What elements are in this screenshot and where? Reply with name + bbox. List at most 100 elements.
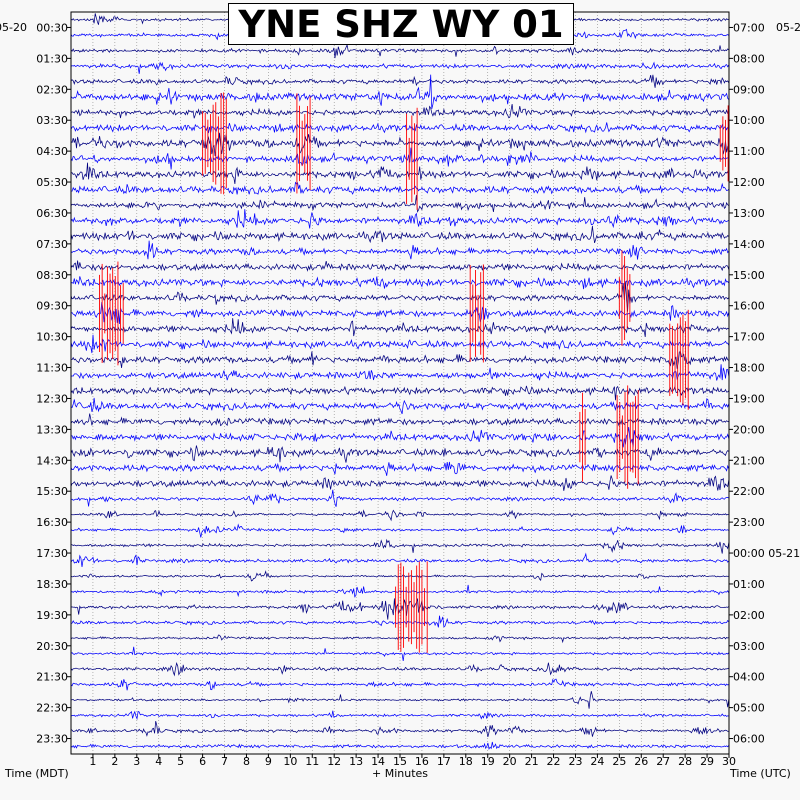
trace-row xyxy=(70,225,730,244)
right-time-label: 15:00 xyxy=(733,269,765,282)
left-time-label: 06:30 xyxy=(36,207,68,220)
trace-row xyxy=(70,61,730,74)
event-highlights xyxy=(99,92,729,653)
trace-row xyxy=(70,318,730,338)
trace-row xyxy=(70,194,730,213)
left-time-label: 20:30 xyxy=(36,640,68,653)
x-tick-label: 27 xyxy=(656,755,670,768)
left-axis-title: Time (MDT) xyxy=(4,767,69,780)
left-time-label: 03:30 xyxy=(36,114,68,127)
trace-row xyxy=(70,240,730,260)
left-time-label: 15:30 xyxy=(36,485,68,498)
x-tick-label: 11 xyxy=(305,755,319,768)
left-time-label: 16:30 xyxy=(36,516,68,529)
x-tick-label: 26 xyxy=(634,755,648,768)
x-tick-label: 24 xyxy=(590,755,604,768)
right-time-label: 23:00 xyxy=(733,516,765,529)
trace-row xyxy=(70,538,730,554)
trace-row xyxy=(70,475,730,491)
right-time-label: 11:00 xyxy=(733,145,765,158)
trace-row xyxy=(70,397,730,415)
x-tick-label: 30 xyxy=(722,755,736,768)
seismic-traces xyxy=(70,13,730,750)
trace-row xyxy=(70,43,730,59)
trace-row xyxy=(70,364,730,381)
x-tick-label: 3 xyxy=(133,755,140,768)
right-time-label: 20:00 xyxy=(733,423,765,436)
left-date-label: 05-20 xyxy=(0,21,27,34)
left-time-label: 00:30 xyxy=(36,21,68,34)
trace-row xyxy=(70,721,729,737)
right-time-label: 02:00 xyxy=(733,609,765,622)
trace-row xyxy=(70,122,730,134)
x-tick-label: 25 xyxy=(612,755,626,768)
trace-row xyxy=(70,132,730,157)
left-time-label: 04:30 xyxy=(36,145,68,158)
left-time-label: 09:30 xyxy=(36,300,68,313)
left-time-label: 11:30 xyxy=(36,362,68,375)
trace-row xyxy=(70,181,730,195)
left-time-label: 01:30 xyxy=(36,52,68,65)
trace-row xyxy=(70,334,730,354)
x-tick-label: 13 xyxy=(349,755,363,768)
left-time-label: 17:30 xyxy=(36,547,68,560)
right-time-label: 04:00 xyxy=(733,671,765,684)
right-time-label: 10:00 xyxy=(733,114,765,127)
trace-row xyxy=(70,710,729,721)
trace-row xyxy=(70,74,730,88)
x-tick-label: 29 xyxy=(700,755,714,768)
minute-grid xyxy=(92,12,708,754)
trace-row xyxy=(71,489,730,507)
trace-row xyxy=(70,445,730,463)
trace-row xyxy=(70,509,729,522)
left-time-label: 22:30 xyxy=(36,702,68,715)
right-axis-title: Time (UTC) xyxy=(729,767,791,780)
x-tick-label: 8 xyxy=(243,755,250,768)
x-tick-label: 1 xyxy=(89,755,96,768)
right-date-label: 05-2 xyxy=(776,21,800,34)
trace-row xyxy=(70,413,729,427)
x-tick-label: 23 xyxy=(568,755,582,768)
x-tick-label: 18 xyxy=(459,755,473,768)
left-time-label: 21:30 xyxy=(36,671,68,684)
right-time-label: 07:00 xyxy=(733,21,765,34)
x-tick-label: 4 xyxy=(155,755,162,768)
right-time-label: 08:00 xyxy=(733,52,765,65)
axis-ticks xyxy=(67,26,733,758)
trace-row xyxy=(70,209,729,229)
trace-row xyxy=(70,598,730,620)
left-time-label: 14:30 xyxy=(36,454,68,467)
trace-row xyxy=(70,385,730,401)
axis-labels: 05-20 05-2 00:30 01:30 02:30 03:30 04:30 05:30 0… xyxy=(0,21,800,780)
right-time-label: 21:00 xyxy=(733,454,765,467)
right-time-label: 00:00 05-21 xyxy=(733,547,800,560)
right-time-label: 19:00 xyxy=(733,392,765,405)
x-tick-label: 20 xyxy=(503,755,517,768)
trace-row xyxy=(70,552,730,568)
left-time-label: 07:30 xyxy=(36,238,68,251)
trace-row xyxy=(70,691,730,709)
right-time-label: 09:00 xyxy=(733,83,765,96)
trace-row xyxy=(70,260,730,272)
x-tick-label: 12 xyxy=(327,755,341,768)
x-tick-label: 28 xyxy=(678,755,692,768)
right-time-label: 18:00 xyxy=(733,362,765,375)
right-time-label: 14:00 xyxy=(733,238,765,251)
left-time-label: 08:30 xyxy=(36,269,68,282)
trace-row xyxy=(70,661,729,677)
x-tick-label: 2 xyxy=(111,755,118,768)
right-time-label: 22:00 xyxy=(733,485,765,498)
right-time-label: 06:00 xyxy=(733,733,765,746)
chart-title: YNE SHZ WY 01 xyxy=(238,2,564,46)
left-time-label: 05:30 xyxy=(36,176,68,189)
trace-row xyxy=(70,103,729,119)
x-tick-label: 21 xyxy=(525,755,539,768)
x-tick-label: 17 xyxy=(437,755,451,768)
trace-row xyxy=(70,646,730,661)
right-time-label: 16:00 xyxy=(733,300,765,313)
trace-row xyxy=(70,147,730,170)
right-time-label: 01:00 xyxy=(733,578,765,591)
trace-row xyxy=(70,584,730,598)
left-time-label: 18:30 xyxy=(36,578,68,591)
